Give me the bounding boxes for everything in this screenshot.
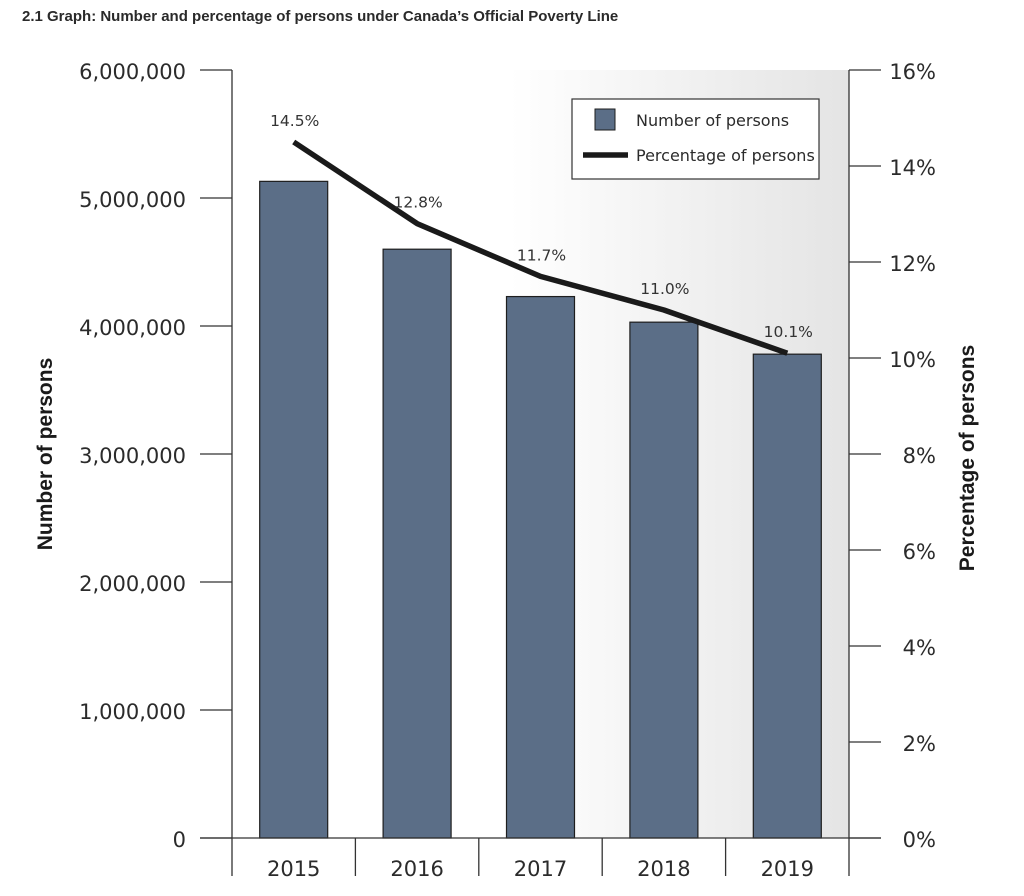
legend-label-line: Percentage of persons bbox=[636, 146, 815, 165]
right-tick-label: 0% bbox=[903, 828, 936, 852]
left-tick-label: 4,000,000 bbox=[79, 316, 186, 340]
left-tick-label: 1,000,000 bbox=[79, 700, 186, 724]
percentage-data-label: 11.0% bbox=[640, 280, 689, 298]
x-tick-label: 2016 bbox=[390, 857, 443, 881]
left-tick-label: 0 bbox=[173, 828, 186, 852]
bar-2015 bbox=[259, 180, 329, 839]
percentage-line bbox=[292, 139, 789, 356]
right-tick-label: 4% bbox=[903, 636, 936, 660]
percentage-data-label: 14.5% bbox=[270, 112, 319, 130]
bar-2016 bbox=[382, 248, 452, 839]
bar-2019 bbox=[752, 353, 822, 839]
left-axis-title: Number of persons bbox=[34, 358, 57, 551]
left-tick-label: 6,000,000 bbox=[79, 60, 186, 84]
legend-swatch-bars bbox=[594, 108, 616, 131]
x-tick-label: 2015 bbox=[267, 857, 320, 881]
page-title: 2.1 Graph: Number and percentage of pers… bbox=[22, 8, 619, 25]
x-tick-label: 2018 bbox=[637, 857, 690, 881]
percentage-data-label: 11.7% bbox=[517, 246, 566, 264]
legend-label-bars: Number of persons bbox=[636, 111, 789, 130]
percentage-data-label: 12.8% bbox=[393, 194, 442, 212]
right-tick-label: 14% bbox=[889, 156, 936, 180]
left-tick-label: 3,000,000 bbox=[79, 444, 186, 468]
right-tick-label: 6% bbox=[903, 540, 936, 564]
left-tick-label: 5,000,000 bbox=[79, 188, 186, 212]
left-tick-label: 2,000,000 bbox=[79, 572, 186, 596]
percentage-data-label: 10.1% bbox=[764, 323, 813, 341]
x-tick-label: 2019 bbox=[761, 857, 814, 881]
right-tick-label: 10% bbox=[889, 348, 936, 372]
x-tick-label: 2017 bbox=[514, 857, 567, 881]
right-axis-title: Percentage of persons bbox=[956, 345, 979, 571]
bar-2018 bbox=[629, 321, 699, 839]
right-tick-label: 2% bbox=[903, 732, 936, 756]
right-tick-label: 16% bbox=[889, 60, 936, 84]
right-tick-label: 12% bbox=[889, 252, 936, 276]
bar-2017 bbox=[505, 295, 576, 839]
right-tick-label: 8% bbox=[903, 444, 936, 468]
